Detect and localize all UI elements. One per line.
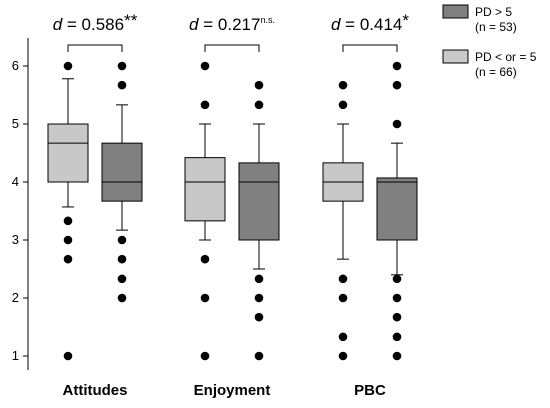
outlier-point bbox=[254, 80, 264, 90]
outlier-point bbox=[338, 100, 348, 110]
y-tick-label: 1 bbox=[12, 348, 19, 363]
outlier-point bbox=[63, 216, 73, 226]
y-tick-label: 3 bbox=[12, 232, 19, 247]
outlier-point bbox=[254, 274, 264, 284]
significance-bracket bbox=[67, 44, 123, 52]
box-pd-5-pbc bbox=[376, 61, 418, 361]
outlier-point bbox=[117, 293, 127, 303]
category-label: Attitudes bbox=[63, 382, 128, 399]
outlier-point bbox=[392, 61, 402, 71]
box-pd-or-5-enjoyment bbox=[184, 61, 226, 361]
significance-annotations: d = 0.586** d = 0.217n.s. d = 0.414* bbox=[53, 11, 409, 52]
significance-bracket bbox=[342, 44, 398, 52]
box-pd-or-5-pbc bbox=[322, 80, 364, 361]
effect-size-label: d = 0.217n.s. bbox=[189, 15, 275, 34]
outlier-point bbox=[338, 80, 348, 90]
outlier-point bbox=[392, 332, 402, 342]
outlier-point bbox=[338, 351, 348, 361]
y-tick-label: 6 bbox=[12, 58, 19, 73]
outlier-point bbox=[200, 293, 210, 303]
legend-count: (n = 53) bbox=[475, 20, 517, 34]
outlier-point bbox=[392, 80, 402, 90]
legend-label: PD > 5 bbox=[475, 5, 512, 19]
outlier-point bbox=[63, 61, 73, 71]
outlier-point bbox=[200, 100, 210, 110]
iqr-box bbox=[184, 157, 226, 222]
effect-size-label: d = 0.586** bbox=[53, 11, 138, 34]
iqr-box bbox=[47, 123, 89, 183]
outlier-point bbox=[200, 254, 210, 264]
outlier-point bbox=[200, 351, 210, 361]
outlier-point bbox=[117, 61, 127, 71]
outlier-point bbox=[392, 351, 402, 361]
legend-swatch bbox=[442, 4, 469, 19]
box-series bbox=[47, 61, 418, 361]
legend-item: PD < or = 5(n = 66) bbox=[442, 49, 537, 79]
axes: 1 2 3 4 5 6 Attitudes Enjoyment PBC bbox=[12, 38, 386, 399]
box-pd-or-5-attitudes bbox=[47, 61, 89, 361]
legend-item: PD > 5(n = 53) bbox=[442, 4, 517, 34]
category-label: Enjoyment bbox=[194, 382, 271, 399]
outlier-point bbox=[117, 254, 127, 264]
significance-bracket bbox=[204, 44, 260, 52]
y-tick-label: 4 bbox=[12, 174, 19, 189]
outlier-point bbox=[254, 293, 264, 303]
outlier-point bbox=[392, 312, 402, 322]
outlier-point bbox=[392, 274, 402, 284]
legend: PD > 5(n = 53) PD < or = 5(n = 66) bbox=[442, 4, 537, 79]
legend-label: PD < or = 5 bbox=[475, 50, 537, 64]
outlier-point bbox=[392, 119, 402, 129]
outlier-point bbox=[63, 235, 73, 245]
outlier-point bbox=[338, 274, 348, 284]
y-tick-label: 2 bbox=[12, 290, 19, 305]
outlier-point bbox=[392, 293, 402, 303]
outlier-point bbox=[338, 332, 348, 342]
legend-swatch bbox=[442, 49, 469, 64]
outlier-point bbox=[117, 80, 127, 90]
effect-size-label: d = 0.414* bbox=[331, 11, 409, 34]
outlier-point bbox=[200, 61, 210, 71]
outlier-point bbox=[63, 254, 73, 264]
outlier-point bbox=[117, 235, 127, 245]
iqr-box bbox=[101, 142, 143, 202]
box-pd-5-attitudes bbox=[101, 61, 143, 303]
y-tick-label: 5 bbox=[12, 116, 19, 131]
outlier-point bbox=[254, 351, 264, 361]
iqr-box bbox=[376, 177, 418, 241]
outlier-point bbox=[338, 293, 348, 303]
legend-count: (n = 66) bbox=[475, 65, 517, 79]
outlier-point bbox=[117, 274, 127, 284]
outlier-point bbox=[63, 351, 73, 361]
category-label: PBC bbox=[354, 382, 386, 399]
outlier-point bbox=[254, 312, 264, 322]
outlier-point bbox=[254, 100, 264, 110]
iqr-box bbox=[238, 162, 280, 241]
box-pd-5-enjoyment bbox=[238, 80, 280, 361]
